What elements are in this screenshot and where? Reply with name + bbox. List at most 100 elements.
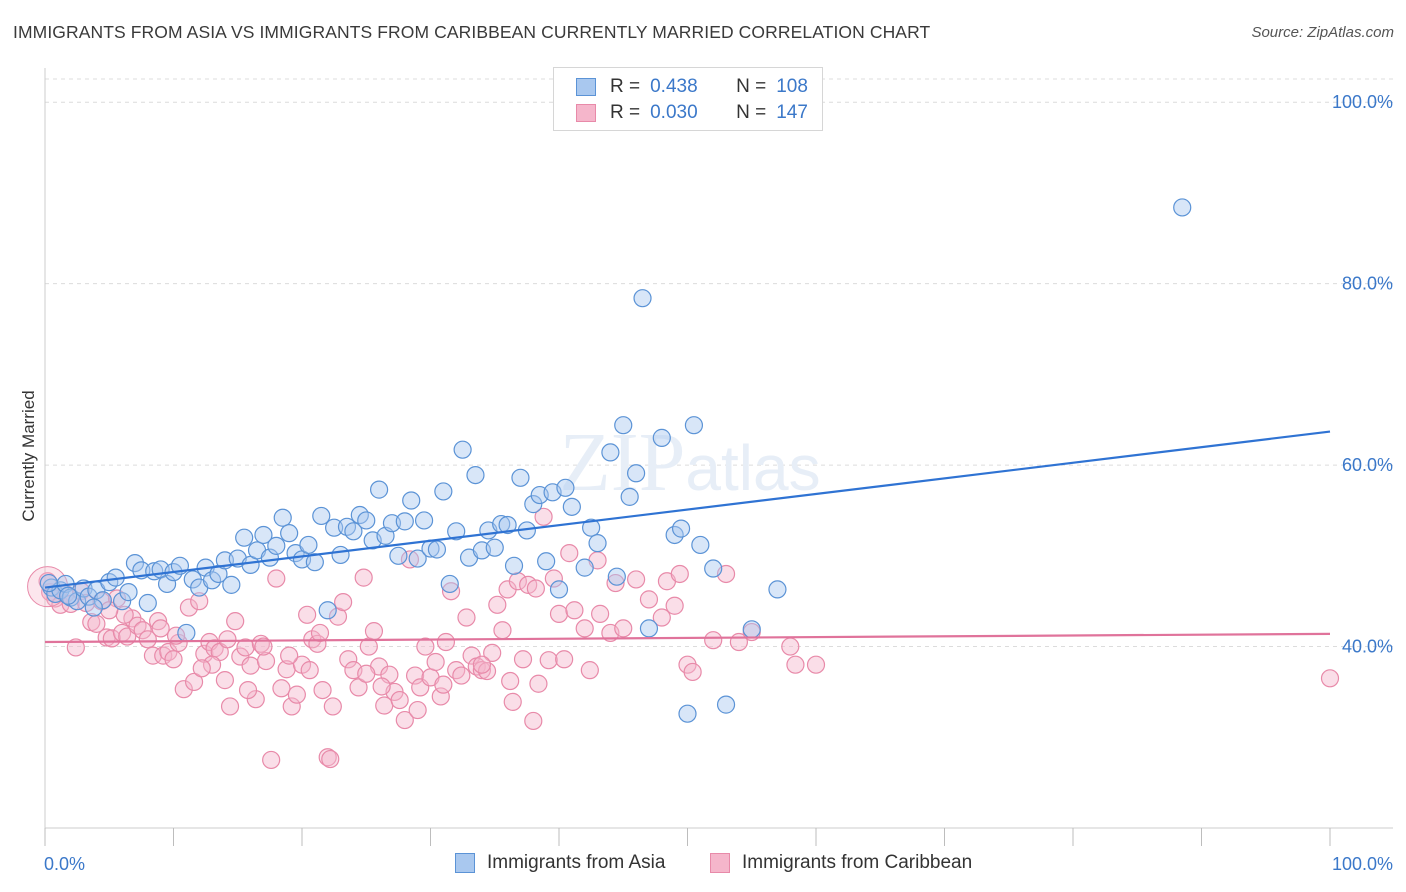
asia-point (588, 534, 607, 553)
caribbean-point (665, 596, 684, 615)
caribbean-point (395, 710, 414, 730)
caribbean-point (138, 630, 157, 649)
caribbean-point (262, 750, 281, 770)
caribbean-point (298, 605, 317, 624)
stats-legend: R = 0.438 N = 108 R = 0.030 N = 147 (553, 67, 823, 131)
legend-item-label: Immigrants from Caribbean (742, 852, 973, 873)
asia-point (273, 508, 292, 527)
caribbean-point (806, 655, 826, 674)
caribbean-point (441, 582, 461, 601)
legend-n-value: 108 (776, 76, 808, 97)
asia-point (112, 592, 132, 611)
caribbean-point (390, 690, 409, 710)
caribbean-point (472, 655, 491, 674)
asia-point (524, 495, 543, 514)
caribbean-point (310, 623, 330, 643)
asia-point (626, 464, 646, 483)
caribbean-point (565, 601, 584, 620)
caribbean-point (354, 568, 373, 587)
caribbean-point (280, 646, 299, 665)
caribbean-point (192, 659, 211, 678)
asia-point (370, 480, 389, 499)
caribbean-point (364, 622, 384, 641)
legend-item-asia: Immigrants from Asia (455, 852, 665, 874)
caribbean-point (220, 697, 240, 716)
asia-point (704, 559, 723, 578)
caribbean-point (349, 678, 368, 697)
caribbean-point (683, 662, 702, 682)
asia-point (408, 549, 427, 568)
asia-point (466, 465, 485, 485)
asia-point (614, 416, 633, 435)
caribbean-point (580, 661, 599, 680)
asia-point (601, 443, 620, 462)
asia-point (312, 506, 331, 526)
caribbean-point (416, 637, 435, 656)
caribbean-point (254, 637, 273, 656)
asia-point (434, 482, 453, 501)
asia-point (414, 511, 434, 530)
caribbean-point (174, 680, 193, 699)
caribbean-point (372, 677, 391, 696)
asia-point (607, 567, 626, 586)
caribbean-point (457, 608, 476, 627)
caribbean-point (179, 598, 199, 617)
legend-n-value: 147 (776, 102, 808, 123)
asia-point (768, 580, 787, 599)
y-tick-label: 40.0% (1342, 637, 1393, 657)
asia-point (671, 519, 691, 538)
asia-trend-line (44, 430, 1331, 589)
asia-point (716, 695, 736, 714)
caribbean-point (575, 619, 594, 638)
caribbean-point (190, 592, 209, 611)
caribbean-point (272, 679, 291, 698)
caribbean-point (143, 646, 163, 665)
caribbean-point (526, 579, 545, 598)
asia-swatch (576, 78, 596, 96)
asia-point (125, 553, 145, 573)
asia-point (344, 522, 363, 541)
asia-point (280, 524, 299, 543)
caribbean-point (483, 643, 502, 663)
caribbean-point (503, 692, 522, 711)
asia-point (639, 619, 659, 638)
asia-swatch (455, 853, 475, 873)
asia-point (498, 515, 517, 535)
caribbean-point (215, 671, 234, 690)
caribbean-point (169, 633, 188, 653)
caribbean-point (472, 661, 491, 680)
caribbean-point (241, 656, 260, 675)
axes (44, 68, 1393, 846)
caribbean-point (434, 675, 453, 694)
caribbean-point (66, 638, 85, 657)
asia-point (742, 620, 761, 639)
legend-row-caribbean: R = 0.030 N = 147 (576, 102, 808, 124)
asia-point (427, 540, 447, 559)
asia-point (440, 574, 459, 594)
y-axis-label: Currently Married (19, 390, 38, 521)
caribbean-point (1320, 669, 1340, 688)
legend-r-label: R = (610, 102, 641, 123)
asia-point (511, 468, 530, 487)
asia-point (575, 558, 594, 577)
caribbean-point (555, 650, 574, 669)
caribbean-point (529, 674, 548, 693)
caribbean-point (431, 687, 450, 706)
caribbean-point (133, 621, 152, 640)
caribbean-point (462, 646, 481, 665)
asia-point (331, 545, 350, 565)
asia-point (447, 522, 466, 541)
asia-point (59, 586, 78, 605)
caribbean-point (151, 619, 170, 638)
y-tick-label: 60.0% (1342, 455, 1393, 475)
caribbean-point (524, 711, 543, 731)
caribbean-point (639, 590, 659, 609)
caribbean-point (539, 651, 558, 670)
caribbean-point (786, 655, 805, 674)
caribbean-point (321, 749, 340, 769)
caribbean-point (436, 632, 456, 652)
caribbean-point (781, 637, 800, 656)
caribbean-point (560, 544, 579, 563)
asia-point (305, 553, 324, 572)
